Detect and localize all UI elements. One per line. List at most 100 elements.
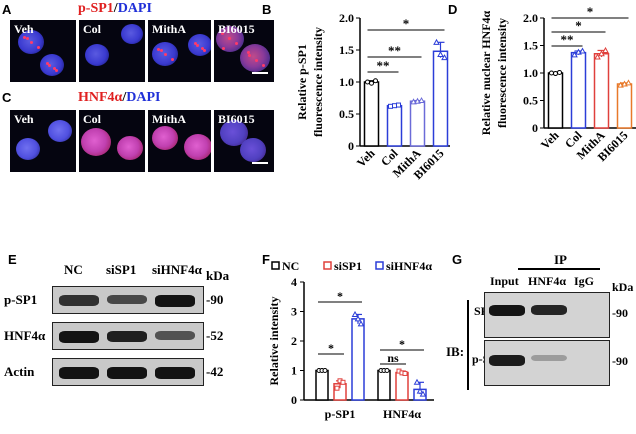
bar-siHNF4α-p-SP1 bbox=[351, 318, 365, 401]
panel-a-puncta-1-2-3 bbox=[46, 62, 49, 65]
panel-c-cell-2-2 bbox=[117, 136, 143, 160]
panel-c-title-blue: DAPI bbox=[126, 90, 161, 105]
data-point bbox=[416, 387, 424, 394]
y-axis-label: Relative intensity bbox=[267, 297, 281, 386]
data-point bbox=[322, 368, 328, 373]
panel-a-puncta-4-1-1 bbox=[221, 32, 224, 35]
panel-a-scale-bar bbox=[252, 72, 268, 74]
data-point bbox=[334, 385, 340, 391]
panel-e-lane-2: siSP1 bbox=[106, 262, 137, 277]
panel-e-row-label-2: HNF4α bbox=[4, 328, 46, 343]
significance-label: * bbox=[399, 337, 405, 351]
panel-g-band-2-2 bbox=[531, 355, 567, 361]
panel-a-puncta-3-2-3 bbox=[194, 42, 197, 45]
panel-g-blot-2 bbox=[484, 340, 610, 386]
panel-g-ib-bracket bbox=[467, 300, 469, 390]
y-tick-label: 2.0 bbox=[339, 11, 354, 25]
y-tick-label: 0.5 bbox=[339, 107, 354, 121]
panel-label-b: B bbox=[262, 2, 272, 17]
significance-label: ** bbox=[561, 32, 574, 47]
panel-a-image-4: BI6015 bbox=[214, 20, 274, 82]
panel-a-title-sep: / bbox=[113, 1, 118, 16]
y-tick-label: 1 bbox=[291, 364, 297, 378]
data-point bbox=[594, 53, 601, 60]
data-point bbox=[369, 80, 374, 86]
panel-c-label-4: BI6015 bbox=[218, 112, 255, 126]
panel-e-kda-unit: kDa bbox=[206, 268, 230, 283]
panel-e-band-3-2 bbox=[107, 367, 147, 379]
panel-a-title-red: p-SP1 bbox=[78, 1, 114, 16]
panel-g-lane-3: IgG bbox=[574, 274, 595, 288]
data-point bbox=[437, 50, 444, 57]
panel-a-puncta-4-2-2 bbox=[255, 59, 258, 62]
data-point bbox=[413, 378, 421, 385]
panel-a-cell-3-2 bbox=[188, 34, 211, 56]
panel-g-kda-2: -90 bbox=[612, 354, 628, 368]
significance-label: * bbox=[575, 18, 582, 33]
panel-a-label-1: Veh bbox=[14, 22, 34, 36]
data-point bbox=[354, 315, 362, 322]
y-tick-label: 1.5 bbox=[523, 39, 538, 53]
data-point bbox=[433, 38, 440, 45]
panel-c-label-3: MithA bbox=[152, 112, 186, 126]
data-point bbox=[419, 390, 427, 397]
panel-a-puncta-1-1-3 bbox=[37, 46, 40, 49]
panel-a-puncta-3-2-2 bbox=[203, 49, 206, 52]
panel-e-band-3-3 bbox=[155, 367, 195, 379]
data-point bbox=[384, 368, 390, 373]
y-tick-label: 3 bbox=[291, 305, 297, 319]
chart-b: 0 0.5 1.0 1.5 2.0 Relative p-SP1 fluorescence … bbox=[295, 11, 450, 182]
panel-a-cell-1-2 bbox=[40, 54, 64, 76]
data-point bbox=[388, 103, 393, 109]
data-point bbox=[602, 46, 609, 53]
panel-a-cell-4-2 bbox=[240, 44, 270, 72]
panel-a-puncta-1-1-1 bbox=[23, 36, 26, 39]
panel-e-row-label-1: p-SP1 bbox=[4, 292, 38, 307]
panel-a-puncta-3-1-3 bbox=[171, 58, 174, 61]
y-tick-label: 1.0 bbox=[339, 75, 354, 89]
panel-a-cell-2-2 bbox=[121, 24, 143, 44]
panel-e-blot-3 bbox=[52, 358, 204, 386]
panel-g-band-1-1 bbox=[489, 305, 525, 316]
significance-label: * bbox=[403, 16, 410, 31]
y-axis-label-line2: fluorescence intensity bbox=[495, 18, 509, 128]
y-tick-label: 0 bbox=[348, 139, 354, 153]
panel-g-kda-unit: kDa bbox=[612, 280, 634, 294]
data-point bbox=[402, 370, 408, 376]
panel-a-cell-2-1 bbox=[85, 44, 109, 66]
panel-c-cell-1-1 bbox=[16, 138, 40, 160]
panel-c-image-1: Veh bbox=[10, 110, 76, 172]
panel-c-image-3: MithA bbox=[148, 110, 211, 172]
y-axis-label-line1: Relative p-SP1 bbox=[295, 44, 309, 120]
panel-g-lane-1: Input bbox=[490, 274, 519, 288]
panel-e-band-1-2 bbox=[107, 295, 147, 305]
x-label-1: p-SP1 bbox=[325, 407, 356, 421]
data-point bbox=[357, 320, 365, 327]
panel-c-cell-3-1 bbox=[152, 126, 178, 150]
panel-e-kda-3: -42 bbox=[206, 364, 224, 379]
panel-e-band-2-2 bbox=[107, 331, 147, 343]
panel-g-blot-1 bbox=[484, 292, 610, 338]
y-tick-label: 0 bbox=[532, 121, 538, 135]
panel-g-ip-label: IP bbox=[554, 252, 567, 267]
y-tick-label: 0 bbox=[291, 393, 297, 407]
chart-f: 0 1 2 3 4 Relative intensity NC siSP1 siHNF4α p-S… bbox=[267, 259, 434, 421]
legend-label-3: siHNF4α bbox=[386, 259, 432, 273]
panel-g-lane-2: HNF4α bbox=[528, 274, 567, 288]
bar-veh bbox=[363, 81, 380, 147]
panel-c-cell-4-2 bbox=[240, 138, 266, 162]
x-label-2: HNF4α bbox=[383, 407, 421, 421]
y-tick-label: 4 bbox=[291, 275, 297, 289]
panel-a-label-4: BI6015 bbox=[218, 22, 255, 36]
panel-a-puncta-1-2-1 bbox=[48, 64, 51, 67]
panel-label-a: A bbox=[2, 2, 12, 17]
panel-a-image-3: MithA bbox=[148, 20, 211, 82]
panel-label-f: F bbox=[262, 252, 270, 267]
panel-e-kda-2: -52 bbox=[206, 328, 224, 343]
panel-a-image-2: Col bbox=[79, 20, 145, 82]
x-label-veh: Veh bbox=[538, 128, 562, 152]
bar-col bbox=[386, 104, 403, 147]
data-point bbox=[418, 97, 425, 104]
data-point bbox=[598, 50, 605, 57]
panel-label-g: G bbox=[452, 252, 463, 267]
